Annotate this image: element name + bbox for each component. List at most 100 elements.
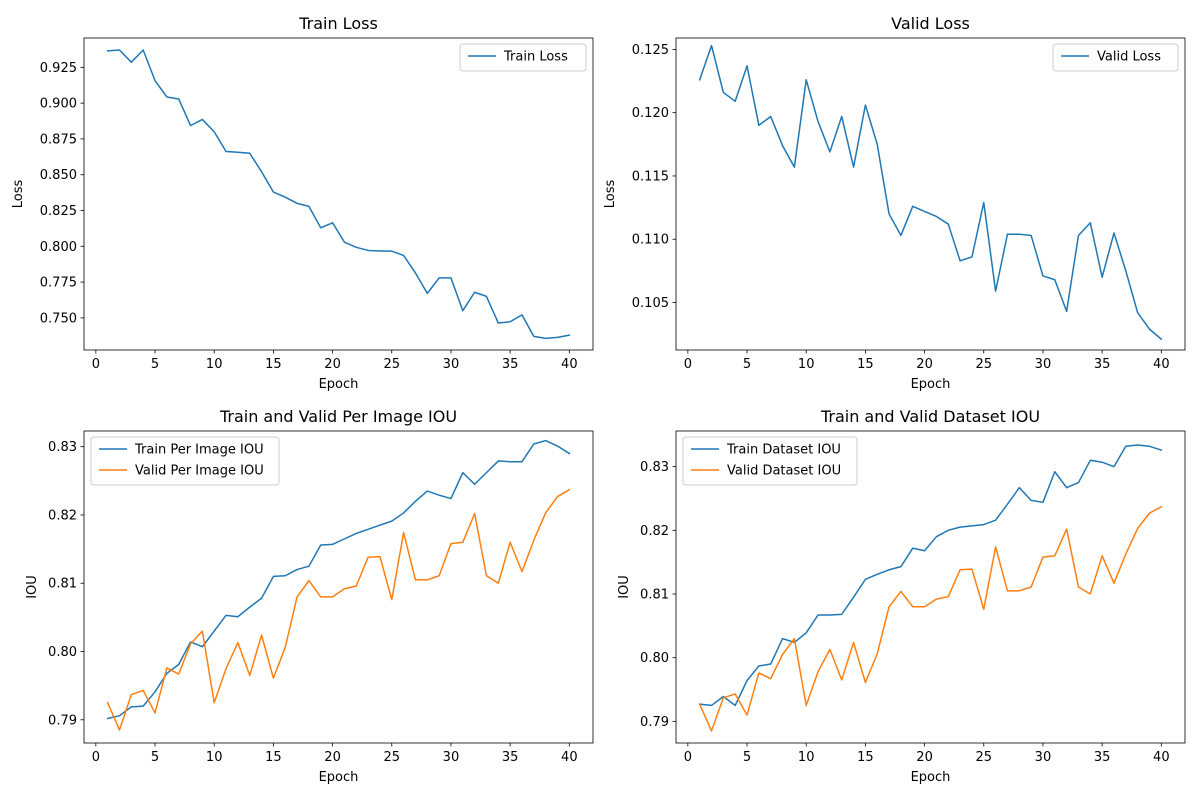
y-axis-label: Loss [603, 180, 618, 209]
y-tick-label: 0.875 [40, 132, 77, 147]
legend: Valid Loss [1052, 43, 1179, 72]
y-tick-label: 0.115 [632, 169, 669, 184]
x-tick-label: 30 [443, 357, 460, 372]
legend: Train Per Image IOU Valid Per Image IOU [90, 436, 280, 486]
x-tick-label: 0 [684, 750, 692, 765]
axes-frame [83, 430, 594, 744]
y-tick-label: 0.900 [40, 97, 77, 112]
x-axis-label: Epoch [319, 377, 359, 392]
series-line-1 [106, 439, 571, 720]
series-line-1 [106, 49, 571, 340]
y-tick-label: 0.80 [640, 651, 669, 666]
x-axis-label: Epoch [911, 377, 951, 392]
legend-box [459, 43, 587, 72]
x-tick-label: 20 [916, 750, 933, 765]
axes-frame [675, 37, 1186, 351]
legend-label: Train Loss [503, 50, 568, 65]
y-tick-label: 0.825 [40, 204, 77, 219]
y-tick-label: 0.775 [40, 276, 77, 291]
y-tick-label: 0.850 [40, 168, 77, 183]
x-tick-label: 20 [324, 750, 341, 765]
legend-label: Train Dataset IOU [726, 443, 841, 458]
x-tick-label: 35 [1094, 750, 1111, 765]
x-tick-label: 5 [151, 357, 159, 372]
subplot-1: Train Loss 0 5 10 15 20 25 30 35 40 0.750 0.775 0.80… [11, 14, 594, 392]
y-tick-label: 0.750 [40, 311, 77, 326]
x-tick-label: 15 [265, 750, 282, 765]
series-line-1 [698, 444, 1163, 707]
legend-label: Valid Per Image IOU [135, 464, 264, 479]
x-tick-label: 5 [743, 357, 751, 372]
subplot-3: Train and Valid Per Image IOU 0 5 10 15 20 25 3… [25, 407, 594, 785]
y-axis-label: IOU [617, 575, 632, 599]
legend-box [1052, 43, 1179, 72]
legend-label: Valid Loss [1097, 50, 1161, 65]
x-tick-label: 30 [1035, 750, 1052, 765]
subplot-4: Train and Valid Dataset IOU 0 5 10 15 20 25 30 3… [617, 407, 1186, 785]
x-tick-label: 0 [684, 357, 692, 372]
x-tick-label: 25 [383, 750, 400, 765]
x-tick-label: 40 [561, 750, 578, 765]
axes-frame [83, 37, 594, 351]
legend-box [682, 436, 858, 486]
x-tick-label: 15 [857, 357, 874, 372]
y-tick-label: 0.81 [640, 588, 669, 603]
x-tick-label: 10 [798, 357, 815, 372]
y-tick-label: 0.80 [48, 645, 77, 660]
legend-box [90, 436, 280, 486]
x-tick-label: 20 [916, 357, 933, 372]
chart-title: Valid Loss [891, 14, 970, 33]
y-tick-label: 0.110 [632, 233, 669, 248]
x-tick-label: 5 [151, 750, 159, 765]
y-tick-label: 0.125 [632, 43, 669, 58]
series-line-2 [698, 505, 1163, 732]
y-tick-label: 0.82 [640, 524, 669, 539]
x-tick-label: 5 [743, 750, 751, 765]
x-tick-label: 0 [92, 750, 100, 765]
series-line-2 [106, 488, 571, 731]
legend: Train Loss [459, 43, 587, 72]
chart-title: Train and Valid Dataset IOU [820, 407, 1040, 426]
y-tick-label: 0.83 [48, 440, 77, 455]
chart-title: Train Loss [298, 14, 378, 33]
x-axis-label: Epoch [911, 770, 951, 785]
x-tick-label: 0 [92, 357, 100, 372]
y-tick-label: 0.105 [632, 296, 669, 311]
x-tick-label: 30 [443, 750, 460, 765]
x-axis-label: Epoch [319, 770, 359, 785]
series-line-1 [698, 44, 1163, 341]
x-tick-label: 20 [324, 357, 341, 372]
y-axis-label: IOU [25, 575, 40, 599]
y-tick-label: 0.79 [640, 715, 669, 730]
x-tick-label: 40 [1153, 357, 1170, 372]
y-tick-label: 0.82 [48, 508, 77, 523]
x-tick-label: 40 [1153, 750, 1170, 765]
y-tick-label: 0.925 [40, 61, 77, 76]
x-tick-label: 15 [857, 750, 874, 765]
x-tick-label: 35 [1094, 357, 1111, 372]
x-tick-label: 35 [502, 750, 519, 765]
x-tick-label: 10 [206, 357, 223, 372]
x-tick-label: 35 [502, 357, 519, 372]
x-tick-label: 25 [383, 357, 400, 372]
x-tick-label: 10 [206, 750, 223, 765]
legend-label: Valid Dataset IOU [727, 464, 841, 479]
x-tick-label: 25 [975, 750, 992, 765]
y-tick-label: 0.800 [40, 240, 77, 255]
chart-title: Train and Valid Per Image IOU [219, 407, 457, 426]
y-axis-label: Loss [11, 180, 26, 209]
x-tick-label: 25 [975, 357, 992, 372]
x-tick-label: 40 [561, 357, 578, 372]
x-tick-label: 30 [1035, 357, 1052, 372]
subplot-2: Valid Loss 0 5 10 15 20 25 30 35 40 0.105 0.110 0.11… [603, 14, 1186, 392]
x-tick-label: 10 [798, 750, 815, 765]
x-tick-label: 15 [265, 357, 282, 372]
y-tick-label: 0.120 [632, 106, 669, 121]
y-tick-label: 0.83 [640, 460, 669, 475]
y-tick-label: 0.79 [48, 713, 77, 728]
axes-frame [675, 430, 1186, 744]
y-tick-label: 0.81 [48, 577, 77, 592]
legend: Train Dataset IOU Valid Dataset IOU [682, 436, 858, 486]
